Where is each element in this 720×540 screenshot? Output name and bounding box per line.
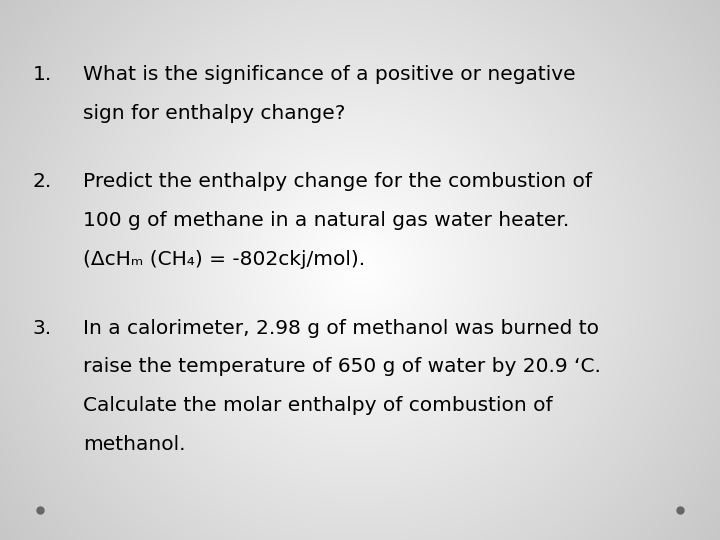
- Text: raise the temperature of 650 g of water by 20.9 ‘C.: raise the temperature of 650 g of water …: [83, 357, 600, 376]
- Text: 3.: 3.: [32, 319, 52, 338]
- Text: Predict the enthalpy change for the combustion of: Predict the enthalpy change for the comb…: [83, 172, 592, 191]
- Text: (ΔᴄHₘ (CH₄) = -802ckj/mol).: (ΔᴄHₘ (CH₄) = -802ckj/mol).: [83, 250, 365, 269]
- Text: Calculate the molar enthalpy of combustion of: Calculate the molar enthalpy of combusti…: [83, 396, 552, 415]
- Text: 1.: 1.: [32, 65, 52, 84]
- Text: methanol.: methanol.: [83, 435, 185, 454]
- Text: 100 g of methane in a natural gas water heater.: 100 g of methane in a natural gas water …: [83, 211, 569, 230]
- Text: In a calorimeter, 2.98 g of methanol was burned to: In a calorimeter, 2.98 g of methanol was…: [83, 319, 599, 338]
- Text: What is the significance of a positive or negative: What is the significance of a positive o…: [83, 65, 575, 84]
- Text: sign for enthalpy change?: sign for enthalpy change?: [83, 104, 345, 123]
- Text: 2.: 2.: [32, 172, 52, 191]
